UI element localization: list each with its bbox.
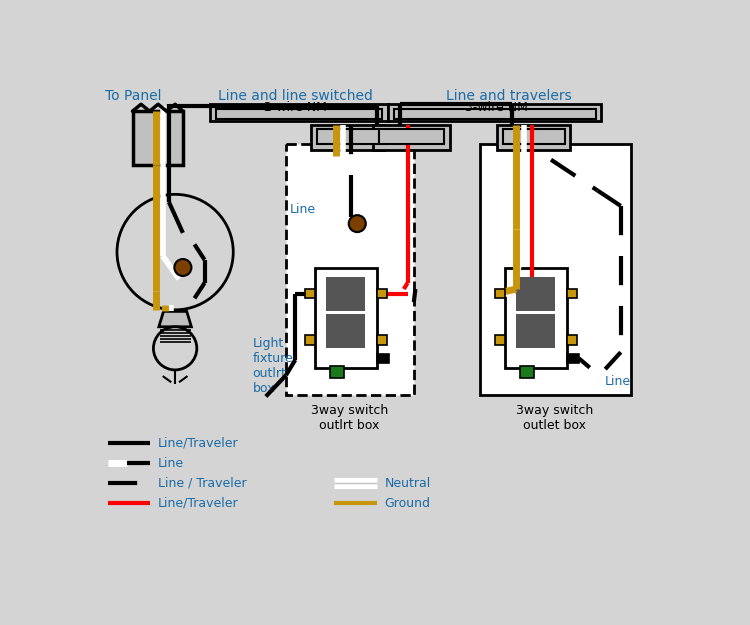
- Bar: [388, 104, 602, 121]
- Text: Line: Line: [290, 203, 316, 216]
- Bar: [495, 289, 506, 298]
- Bar: [305, 289, 316, 298]
- Text: Line and line switched: Line and line switched: [217, 89, 373, 103]
- Text: Line and travelers: Line and travelers: [446, 89, 572, 103]
- Circle shape: [349, 215, 366, 232]
- Text: Line: Line: [158, 457, 184, 469]
- Bar: [394, 109, 596, 119]
- Bar: [516, 314, 555, 348]
- Circle shape: [154, 327, 196, 370]
- Text: Line/Traveler: Line/Traveler: [158, 497, 238, 509]
- Bar: [330, 366, 344, 378]
- Bar: [376, 335, 387, 344]
- Text: Neutral: Neutral: [384, 477, 430, 489]
- Bar: [376, 354, 389, 363]
- Polygon shape: [159, 311, 191, 327]
- Bar: [373, 125, 450, 150]
- Bar: [516, 277, 555, 311]
- Circle shape: [174, 259, 191, 276]
- Bar: [326, 314, 365, 348]
- Text: Ground: Ground: [384, 497, 430, 509]
- Bar: [326, 277, 365, 311]
- Bar: [520, 366, 534, 378]
- Text: To Panel: To Panel: [105, 89, 162, 103]
- Text: 3way switch
outlet box: 3way switch outlet box: [516, 404, 593, 432]
- Bar: [566, 335, 577, 344]
- Bar: [566, 289, 577, 298]
- Text: 3way switch
outlrt box: 3way switch outlrt box: [310, 404, 388, 432]
- Bar: [305, 335, 316, 344]
- Text: 2-wire NM: 2-wire NM: [264, 101, 327, 114]
- Bar: [503, 129, 565, 144]
- Bar: [315, 268, 376, 368]
- Text: Line/Traveler: Line/Traveler: [158, 436, 238, 449]
- Bar: [495, 335, 506, 344]
- Bar: [310, 125, 384, 150]
- Bar: [216, 109, 382, 119]
- Text: 3-wire NM: 3-wire NM: [465, 101, 528, 114]
- Text: Line: Line: [605, 375, 631, 388]
- Bar: [317, 129, 379, 144]
- Bar: [496, 125, 570, 150]
- Bar: [379, 129, 444, 144]
- Bar: [210, 104, 388, 121]
- Text: Light
fixture
outlrt
box: Light fixture outlrt box: [253, 337, 293, 395]
- Bar: [480, 144, 631, 394]
- Bar: [566, 354, 579, 363]
- Bar: [286, 144, 414, 394]
- Circle shape: [117, 194, 233, 310]
- Bar: [133, 111, 183, 165]
- Text: Line / Traveler: Line / Traveler: [158, 477, 247, 489]
- Bar: [505, 268, 566, 368]
- Bar: [376, 289, 387, 298]
